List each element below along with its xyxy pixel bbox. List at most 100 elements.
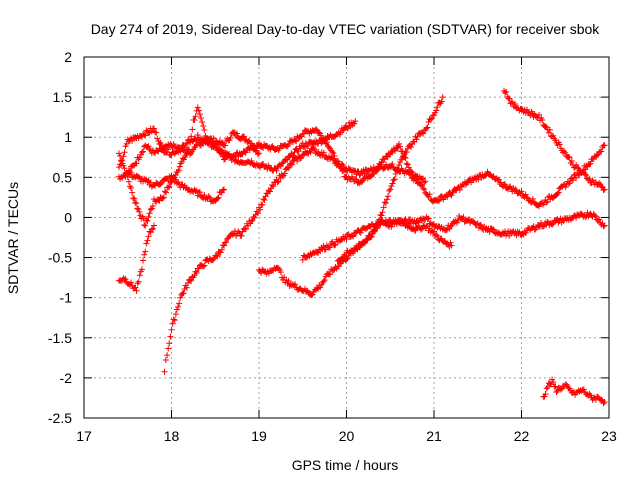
data-point (592, 213, 599, 220)
data-point (596, 180, 603, 187)
x-tick-label: 18 (164, 428, 180, 444)
data-point (575, 172, 582, 179)
data-point (476, 221, 483, 228)
data-point (382, 200, 389, 207)
data-point (285, 278, 292, 285)
data-point (601, 186, 608, 193)
data-point (165, 146, 172, 153)
data-point (326, 144, 332, 151)
data-point (116, 150, 122, 157)
data-point (486, 228, 493, 235)
data-point (438, 98, 445, 105)
data-point (598, 183, 605, 190)
y-tick-label: -0.5 (48, 250, 72, 266)
data-point (586, 161, 593, 168)
data-point (227, 134, 234, 141)
series-track-a (116, 104, 262, 229)
data-point (387, 186, 394, 193)
data-point (292, 137, 299, 144)
data-point (145, 143, 152, 150)
data-point (196, 189, 203, 196)
data-point (228, 157, 235, 164)
data-point (218, 246, 225, 253)
data-point (601, 222, 608, 229)
data-point (546, 126, 553, 133)
data-point (307, 149, 314, 156)
data-point (556, 141, 563, 148)
data-point (482, 172, 489, 179)
data-point (291, 149, 298, 156)
data-point (210, 256, 217, 263)
data-point (188, 277, 195, 284)
data-point (380, 204, 387, 211)
data-point (470, 218, 477, 225)
series-track-d (124, 169, 227, 205)
data-point (304, 142, 311, 149)
data-point (356, 172, 363, 179)
data-point (288, 161, 295, 168)
data-point (523, 106, 530, 113)
data-point (182, 141, 189, 148)
data-point (200, 123, 207, 130)
data-point (475, 176, 482, 183)
data-point (131, 195, 138, 202)
data-point (165, 184, 172, 191)
data-point (320, 278, 327, 285)
data-point (331, 242, 338, 249)
data-point (417, 181, 424, 188)
data-point (600, 187, 607, 194)
data-point (199, 118, 206, 125)
data-point (308, 292, 315, 299)
data-point (578, 210, 585, 217)
data-point (376, 216, 383, 223)
data-point (176, 300, 183, 307)
data-point (544, 198, 551, 205)
data-point (544, 218, 551, 225)
data-point (330, 150, 337, 157)
data-point (195, 107, 202, 114)
data-point (133, 160, 140, 167)
data-point (329, 148, 336, 155)
data-point (230, 129, 237, 136)
series-track-i (334, 94, 446, 265)
data-point (503, 88, 510, 95)
data-point (536, 111, 542, 118)
data-point (140, 215, 147, 222)
data-point (573, 214, 580, 221)
data-point (223, 239, 230, 246)
data-point (364, 237, 371, 244)
y-tick-label: 0.5 (53, 169, 73, 185)
data-point (155, 148, 162, 155)
data-point (434, 104, 441, 111)
data-point (144, 217, 151, 224)
data-point (248, 157, 255, 164)
x-tick-label: 21 (426, 428, 442, 444)
data-point (343, 256, 350, 263)
data-point (439, 94, 446, 101)
data-point (330, 267, 337, 274)
data-point (143, 240, 150, 247)
data-point (275, 178, 282, 185)
data-point (149, 202, 156, 209)
data-point (522, 191, 529, 198)
data-point (310, 145, 317, 152)
data-point (497, 179, 504, 186)
data-point (383, 196, 390, 203)
chart-title: Day 274 of 2019, Sidereal Day-to-day VTE… (91, 21, 601, 37)
data-point (300, 151, 307, 158)
data-point (340, 162, 347, 169)
data-point (158, 141, 165, 148)
data-point (565, 153, 572, 160)
data-point (422, 178, 429, 185)
data-point (195, 265, 202, 272)
data-point (431, 228, 437, 235)
data-point (135, 278, 142, 285)
data-point (248, 218, 255, 225)
data-point (596, 216, 603, 223)
data-point (159, 195, 166, 202)
data-point (172, 311, 179, 318)
data-point (137, 151, 144, 158)
data-point (119, 157, 126, 164)
data-point (252, 145, 259, 152)
